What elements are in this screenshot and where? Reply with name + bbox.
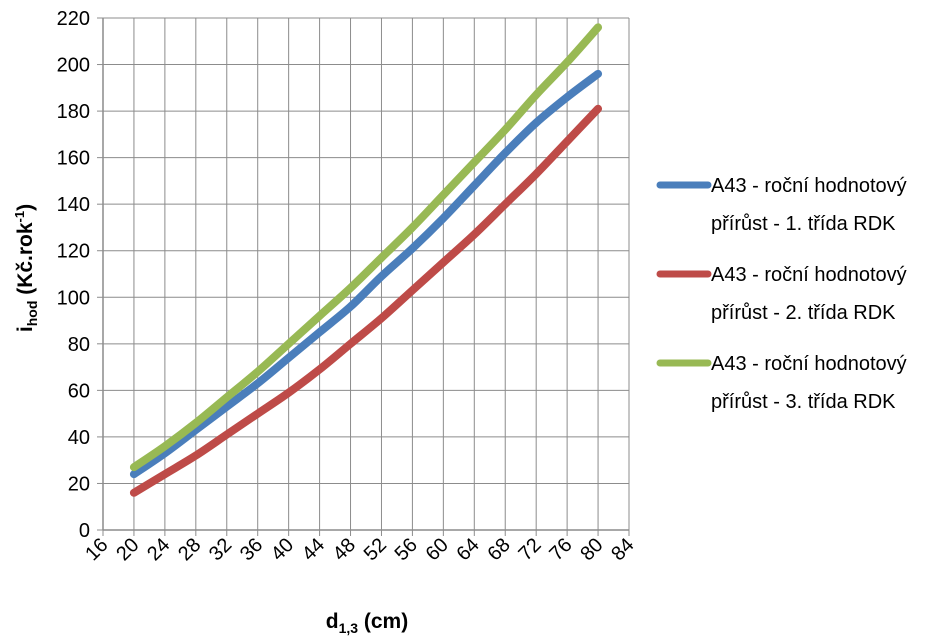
- legend-label-1-line-2: přírůst - 1. třída RDK: [711, 213, 896, 235]
- legend-label-3-line-1: A43 - roční hodnotový: [711, 353, 907, 375]
- x-tick-label: 80: [576, 534, 607, 565]
- x-tick-label: 44: [298, 534, 329, 565]
- x-tick-label: 24: [143, 534, 174, 565]
- legend-entry-1: A43 - roční hodnotový přírůst - 1. třída…: [656, 175, 907, 235]
- x-tick-label: 28: [174, 534, 205, 565]
- x-tick-labels: 16 20 24 28 32 36 40 44 48 52 56 60 64 68 72 76 80 84: [81, 534, 638, 565]
- y-tick-label: 120: [57, 241, 90, 263]
- x-tick-label: 32: [205, 534, 236, 565]
- legend-label-2-line-2: přírůst - 2. třída RDK: [711, 302, 896, 324]
- y-tick-label: 80: [68, 334, 90, 356]
- legend-entry-2: A43 - roční hodnotový přírůst - 2. třída…: [656, 264, 907, 324]
- x-tick-label: 64: [453, 534, 484, 565]
- series-line-2: [129, 104, 603, 497]
- y-tick-label: 180: [57, 101, 90, 123]
- x-tick-label: 84: [607, 534, 638, 565]
- x-tick-label: 56: [391, 534, 422, 565]
- legend-label-2-line-1: A43 - roční hodnotový: [711, 264, 907, 286]
- y-tick-label: 100: [57, 287, 90, 309]
- y-tick-label: 220: [57, 8, 90, 30]
- y-tick-label: 160: [57, 148, 90, 170]
- x-tick-label: 48: [329, 534, 360, 565]
- series-layer: [129, 23, 603, 497]
- y-tick-labels: 0 20 40 60 80 100 120 140 160 180 200 220: [57, 8, 90, 542]
- y-tick-label: 20: [68, 473, 90, 495]
- x-tick-label: 72: [514, 534, 545, 565]
- y-axis-title: ihod (Kč.rok-1): [12, 204, 40, 332]
- series-line-3: [129, 23, 603, 472]
- legend-label-1-line-1: A43 - roční hodnotový: [711, 175, 907, 197]
- axes: [97, 17, 630, 536]
- x-tick-label: 36: [236, 534, 267, 565]
- x-tick-label: 40: [267, 534, 298, 565]
- y-tick-label: 0: [79, 520, 90, 542]
- series-line-1: [129, 69, 603, 479]
- x-tick-label: 20: [112, 534, 143, 565]
- y-tick-label: 60: [68, 380, 90, 402]
- y-tick-label: 40: [68, 427, 90, 449]
- x-tick-label: 60: [422, 534, 453, 565]
- x-tick-label: 68: [483, 534, 514, 565]
- x-tick-label: 52: [360, 534, 391, 565]
- x-tick-label: 76: [545, 534, 576, 565]
- y-tick-label: 140: [57, 194, 90, 216]
- legend-label-3-line-2: přírůst - 3. třída RDK: [711, 391, 896, 413]
- y-tick-label: 200: [57, 55, 90, 77]
- x-axis-title: d1,3 (cm): [326, 610, 408, 636]
- legend: A43 - roční hodnotový přírůst - 1. třída…: [656, 175, 907, 413]
- legend-entry-3: A43 - roční hodnotový přírůst - 3. třída…: [656, 353, 907, 413]
